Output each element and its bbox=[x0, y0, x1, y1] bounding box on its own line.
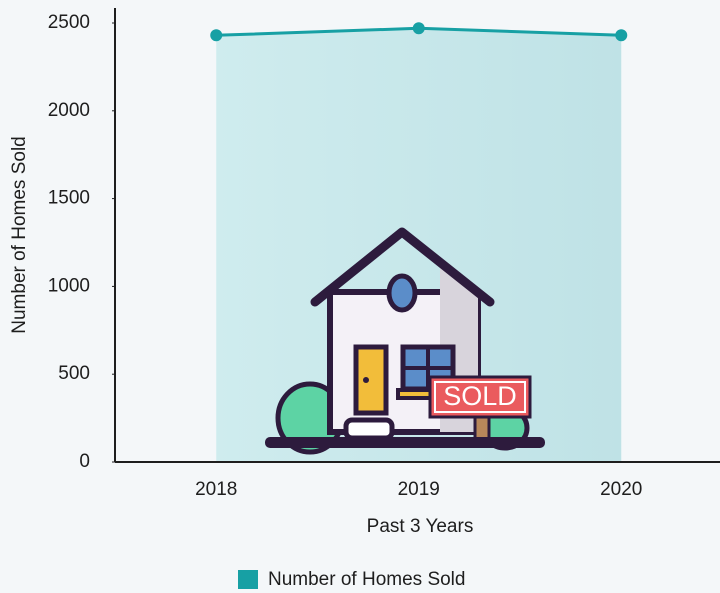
x-axis-title: Past 3 Years bbox=[367, 516, 474, 537]
y-axis-title: Number of Homes Sold bbox=[9, 136, 30, 333]
legend-swatch bbox=[238, 570, 258, 589]
page: SOLD Past 3 Years Number of Homes Sold N… bbox=[0, 0, 720, 593]
point bbox=[210, 29, 222, 41]
point bbox=[615, 29, 627, 41]
chart: SOLD Past 3 Years Number of Homes Sold N… bbox=[0, 0, 720, 593]
y-tick-label: 500 bbox=[58, 363, 90, 384]
legend-label: Number of Homes Sold bbox=[268, 569, 465, 590]
x-tick-label: 2019 bbox=[398, 479, 440, 500]
y-tick-label: 0 bbox=[79, 451, 90, 472]
y-tick-label: 1500 bbox=[48, 188, 90, 209]
y-tick-label: 1000 bbox=[48, 275, 90, 296]
y-tick-label: 2000 bbox=[48, 100, 90, 121]
point bbox=[413, 22, 425, 34]
x-tick-label: 2020 bbox=[600, 479, 642, 500]
x-tick-label: 2018 bbox=[195, 479, 237, 500]
y-tick-label: 2500 bbox=[48, 12, 90, 33]
sign-text: SOLD bbox=[443, 381, 517, 411]
